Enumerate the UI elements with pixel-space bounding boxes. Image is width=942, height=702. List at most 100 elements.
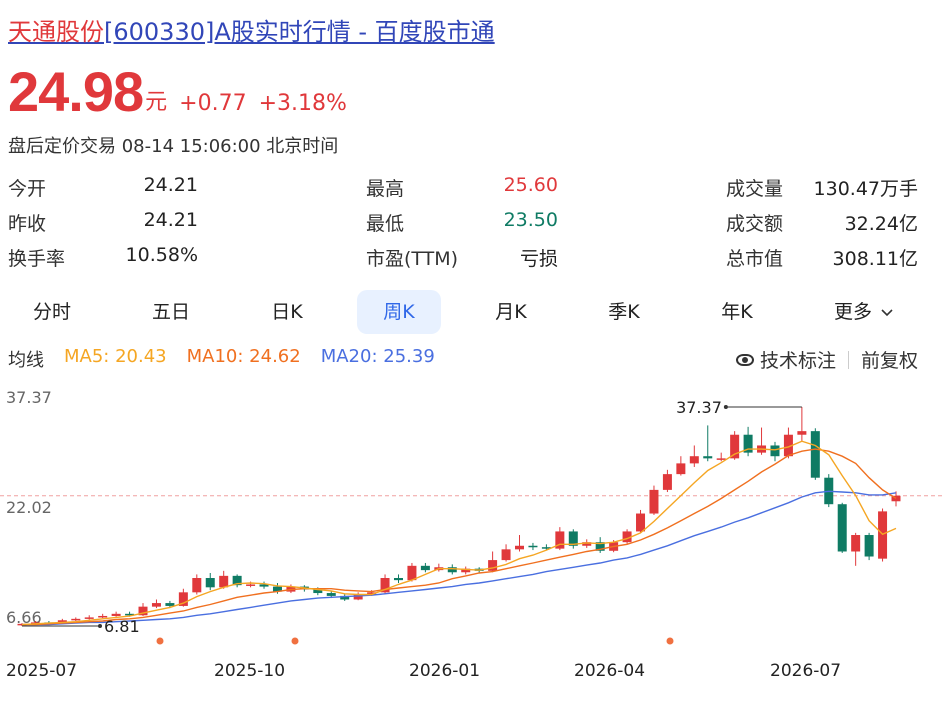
candle-body (851, 535, 861, 552)
y-axis-label: 37.37 (6, 388, 52, 407)
ma20-line (22, 490, 897, 626)
candle-body (259, 584, 269, 587)
tab-five-day[interactable]: 五日 (151, 301, 190, 323)
y-axis-label: 6.66 (6, 608, 42, 627)
price-row: 24.98 元 +0.77 +3.18% (8, 62, 347, 122)
title-rest[interactable]: [600330]A股实时行情 - 百度股市通 (104, 18, 495, 46)
candle-body (555, 531, 565, 549)
candle-body (703, 456, 713, 459)
candle-body (501, 549, 511, 561)
period-tabs: 分时 五日 日K 周K 月K 季K 年K 更多 (0, 290, 942, 336)
price-unit: 元 (145, 90, 168, 115)
tab-daily-k[interactable]: 日K (271, 301, 303, 323)
x-axis-label: 2025-07 (6, 661, 77, 681)
stat-value-low: 23.50 (503, 209, 558, 231)
candle-body (326, 593, 336, 596)
candle-body (676, 463, 686, 475)
eye-icon[interactable] (735, 353, 754, 366)
tab-more[interactable]: 更多 (814, 290, 914, 334)
candle-body (689, 456, 699, 464)
ma5-line (21, 440, 897, 626)
candle-body (125, 613, 135, 616)
candle-body (515, 545, 525, 550)
divider (847, 350, 849, 369)
tab-more-label: 更多 (833, 301, 872, 323)
stat-value-high: 25.60 (503, 174, 558, 196)
candle-body (111, 613, 121, 616)
candle-body (192, 577, 202, 593)
event-marker-icon (291, 637, 299, 645)
tab-intraday[interactable]: 分时 (32, 301, 71, 323)
tab-weekly-k[interactable]: 周K (357, 290, 441, 334)
max-annotation-dot (723, 405, 728, 409)
x-axis-label: 2026-01 (409, 661, 480, 681)
candle-body (340, 595, 350, 600)
stat-value-prev-close: 24.21 (143, 209, 198, 231)
chart-tools: 技术标注 前复权 (735, 346, 918, 373)
stat-label-amount: 成交额 (726, 213, 784, 235)
candle-body (837, 504, 847, 552)
candle-body (730, 434, 740, 459)
candle-body (71, 618, 81, 621)
tab-yearly-k[interactable]: 年K (721, 301, 753, 323)
candle-body (743, 434, 753, 453)
candle-body (407, 565, 417, 581)
candle-body (380, 577, 390, 593)
candle-body (568, 531, 578, 546)
candle-body (205, 577, 215, 588)
ma10-value: MA10: 24.62 (186, 346, 301, 367)
candle-body (649, 489, 659, 514)
stat-value-amount: 32.24亿 (844, 213, 918, 235)
adjust-toggle[interactable]: 前复权 (860, 350, 918, 372)
stat-label-pe: 市盈(TTM) (366, 248, 459, 270)
page-title-link[interactable]: 天通股份[600330]A股实时行情 - 百度股市通 (8, 12, 495, 47)
candle-body (272, 586, 282, 592)
candle-body (797, 431, 807, 435)
candle-body (582, 542, 592, 546)
min-annotation-dot (98, 623, 102, 628)
weekly-k-chart[interactable]: 37.37 22.02 6.66 37.37 6.81 2025-07 2025-10 202… (0, 380, 942, 702)
stat-value-pe: 亏损 (519, 248, 558, 270)
candle-body (232, 575, 242, 586)
candle-body (716, 458, 726, 460)
candle-body (367, 592, 377, 595)
event-marker-icon (666, 637, 674, 645)
ma-label: 均线 (8, 350, 44, 371)
tab-monthly-k[interactable]: 月K (495, 301, 527, 323)
candle-body (622, 531, 632, 543)
stat-value-open: 24.21 (143, 174, 198, 196)
stat-label-volume: 成交量 (726, 178, 784, 200)
chevron-down-icon (881, 308, 893, 316)
candle-body (488, 560, 498, 571)
candle-body (165, 603, 175, 606)
stat-label-low: 最低 (366, 213, 405, 235)
candle-body (84, 617, 94, 619)
y-axis-label: 22.02 (6, 498, 52, 517)
ma10-line (22, 448, 897, 626)
x-axis-label: 2025-10 (214, 661, 285, 681)
candle-body (541, 547, 551, 549)
stat-label-prev-close: 昨收 (8, 213, 47, 235)
candle-body (219, 575, 229, 588)
stock-name[interactable]: 天通股份 (8, 18, 104, 46)
tab-quarterly-k[interactable]: 季K (608, 301, 640, 323)
stat-label-high: 最高 (366, 178, 405, 200)
stat-value-turnover: 10.58% (125, 244, 198, 266)
candle-body (420, 565, 430, 571)
candle-body (770, 445, 780, 457)
candle-body (864, 535, 874, 557)
current-price: 24.98 (8, 60, 144, 123)
trade-status: 盘后定价交易 08-14 15:06:00 北京时间 (8, 136, 339, 157)
ma20-value: MA20: 25.39 (320, 346, 435, 367)
ma5-value: MA5: 20.43 (64, 346, 167, 367)
candle-body (138, 606, 148, 616)
tech-annotation-toggle[interactable]: 技术标注 (759, 350, 836, 372)
candle-body (151, 603, 161, 607)
candle-body (662, 474, 672, 490)
candle-body (353, 594, 363, 600)
price-change: +0.77 (179, 91, 247, 116)
price-change-pct: +3.18% (258, 91, 347, 116)
stats-grid: 今开 24.21 昨收 24.21 换手率 10.58% 最高 25.60 最低… (0, 170, 942, 280)
stat-value-market-cap: 308.11亿 (832, 248, 918, 270)
stat-label-open: 今开 (8, 178, 47, 200)
